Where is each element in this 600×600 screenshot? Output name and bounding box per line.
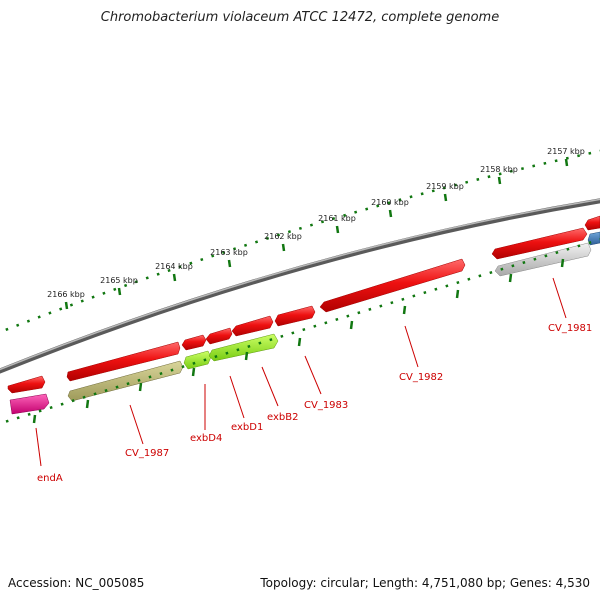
ruler-major-tick — [443, 193, 448, 202]
kbp-label: 2164 kbp — [155, 262, 193, 271]
kbp-label: 2163 kbp — [210, 248, 248, 257]
leader-line — [129, 404, 144, 445]
outer-ruler: 2157 kbp 2158 kbp 2159 kbp 2160 kbp 2161 kbp… — [0, 147, 600, 334]
kbp-label: 2157 kbp — [547, 147, 585, 156]
kbp-label: 2159 kbp — [426, 182, 464, 191]
gene-label[interactable]: CV_1987 — [125, 448, 169, 459]
genome-backbone-highlight — [0, 198, 600, 371]
cds-arrow[interactable] — [231, 315, 274, 337]
inner-ruler-major-tick — [244, 351, 249, 361]
ruler-major-tick — [335, 225, 340, 234]
ruler-major-tick — [281, 243, 286, 252]
cds-arrow[interactable] — [66, 341, 181, 382]
kbp-label: 2165 kbp — [100, 276, 138, 285]
gene-label[interactable]: CV_1982 — [399, 372, 443, 383]
gene-labels: CV_1981 CV_1982 CV_1983 exbB2 exbD1 exbD… — [37, 323, 592, 484]
forward-strand-track — [7, 215, 600, 394]
cds-arrow[interactable] — [587, 231, 600, 246]
ruler-minor-ticks — [0, 149, 600, 334]
ruler-major-tick — [227, 259, 232, 268]
inner-ruler-major-tick — [191, 367, 196, 377]
ruler-major-tick — [172, 273, 177, 282]
gene-label[interactable]: exbB2 — [267, 412, 298, 423]
kbp-label: 2158 kbp — [480, 165, 518, 174]
inner-ruler-major-tick — [297, 337, 302, 347]
cds-arrow-CV_1981[interactable] — [494, 242, 592, 277]
inner-ruler-major-ticks — [32, 258, 565, 424]
cds-arrow-CV_1987[interactable] — [67, 360, 184, 402]
gene-label-leaders — [35, 277, 567, 467]
inner-ruler-major-tick — [402, 305, 407, 315]
cds-arrow[interactable] — [584, 215, 600, 231]
inner-ruler-major-tick — [32, 414, 37, 424]
leader-line — [404, 325, 419, 368]
gene-label[interactable]: CV_1983 — [304, 400, 348, 411]
kbp-label: 2166 kbp — [47, 290, 85, 299]
ruler-kbp-labels: 2157 kbp 2158 kbp 2159 kbp 2160 kbp 2161 kbp… — [47, 147, 585, 299]
gene-label[interactable]: endA — [37, 473, 63, 484]
genome-summary-text: Topology: circular; Length: 4,751,080 bp… — [260, 576, 590, 590]
inner-ruler-major-tick — [560, 258, 565, 268]
map-title: Chromobacterium violaceum ATCC 12472, co… — [100, 10, 500, 25]
kbp-label: 2162 kbp — [264, 232, 302, 241]
cds-arrow-endA[interactable] — [9, 393, 50, 415]
cds-arrow-exbD1-region[interactable] — [181, 334, 207, 351]
cds-arrow-CV_1982[interactable] — [319, 258, 466, 313]
leader-line — [229, 375, 245, 419]
gene-label[interactable]: exbD4 — [190, 433, 222, 444]
inner-ruler-major-tick — [508, 273, 513, 283]
ruler-major-tick — [564, 158, 569, 167]
cds-arrow[interactable] — [7, 375, 46, 394]
cds-arrow-CV_1983[interactable] — [274, 305, 316, 327]
cds-arrow[interactable] — [491, 227, 588, 260]
gene-label[interactable]: CV_1981 — [548, 323, 592, 334]
leader-line — [35, 427, 42, 467]
inner-ruler-major-tick — [138, 382, 143, 392]
ruler-major-ticks — [64, 158, 569, 310]
inner-ruler-major-tick — [455, 289, 460, 299]
ruler-major-tick — [497, 176, 502, 185]
gene-label[interactable]: exbD1 — [231, 422, 263, 433]
leader-line — [552, 277, 567, 319]
ruler-major-tick — [64, 301, 69, 310]
kbp-label: 2160 kbp — [371, 198, 409, 207]
ruler-major-tick — [388, 209, 393, 218]
leader-line — [261, 366, 279, 407]
accession-text: Accession: NC_005085 — [8, 576, 145, 590]
inner-ruler-major-tick — [349, 320, 354, 330]
genome-backbone — [0, 198, 600, 374]
reverse-strand-track — [9, 231, 600, 415]
kbp-label: 2161 kbp — [318, 214, 356, 223]
cds-arrow-exbD4[interactable] — [183, 350, 212, 370]
cds-arrow-exbD1[interactable] — [205, 327, 233, 345]
leader-line — [304, 355, 322, 395]
ruler-major-tick — [117, 287, 122, 296]
inner-ruler-major-tick — [85, 399, 90, 409]
